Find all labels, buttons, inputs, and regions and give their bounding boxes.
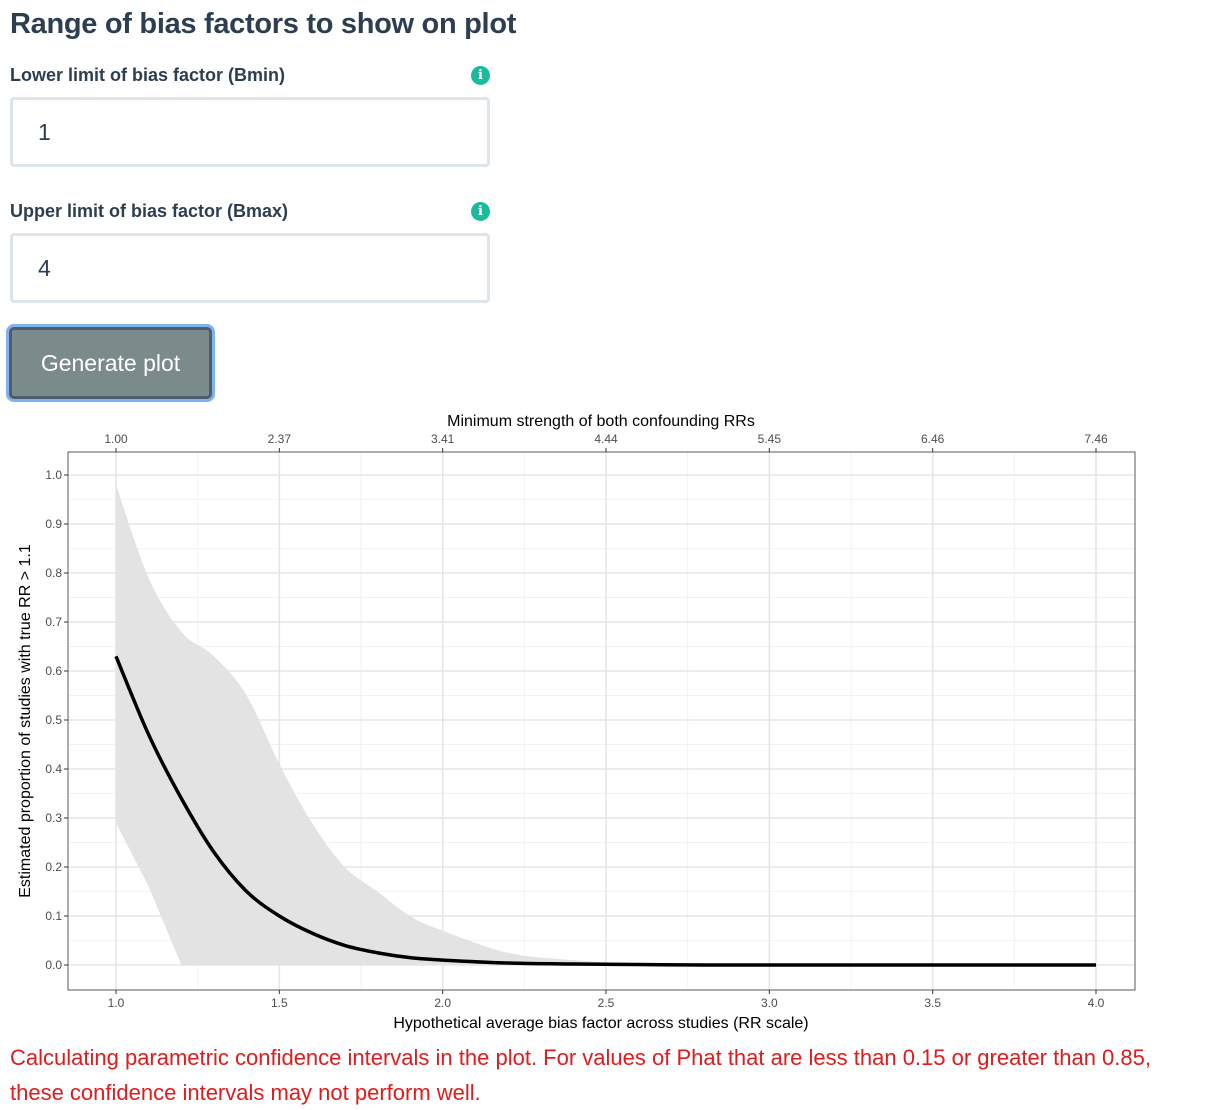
- confidence-band: [116, 484, 1096, 966]
- secondary-x-tick-label: 7.46: [1084, 432, 1108, 446]
- secondary-x-tick-label: 5.45: [758, 432, 782, 446]
- y-tick-label: 0.8: [45, 566, 62, 580]
- bmax-label: Upper limit of bias factor (Bmax): [10, 201, 289, 221]
- x-axis-title: Hypothetical average bias factor across …: [393, 1015, 808, 1032]
- ci-warning-message: Calculating parametric confidence interv…: [10, 1045, 1151, 1105]
- y-tick-label: 1.0: [45, 468, 62, 482]
- generate-plot-button[interactable]: Generate plot: [9, 327, 212, 399]
- x-tick-label: 3.5: [924, 996, 941, 1010]
- estimate-line: [114, 655, 1096, 967]
- info-icon[interactable]: i: [471, 202, 490, 221]
- secondary-x-tick-label: 6.46: [921, 432, 945, 446]
- y-tick-label: 0.1: [45, 909, 62, 923]
- y-tick-label: 0.2: [45, 860, 62, 874]
- x-tick-label: 1.5: [271, 996, 288, 1010]
- y-tick-label: 0.3: [45, 811, 62, 825]
- secondary-x-tick-label: 4.44: [594, 432, 618, 446]
- y-tick-label: 0.0: [45, 958, 62, 972]
- y-tick-label: 0.4: [45, 762, 62, 776]
- secondary-x-tick-label: 2.37: [268, 432, 292, 446]
- x-tick-label: 2.0: [434, 996, 451, 1010]
- info-icon[interactable]: i: [471, 66, 490, 85]
- x-tick-label: 2.5: [598, 996, 615, 1010]
- bmin-input[interactable]: [10, 97, 490, 167]
- bmax-input[interactable]: [10, 233, 490, 303]
- page-title: Range of bias factors to show on plot: [10, 8, 517, 40]
- secondary-x-tick-label: 3.41: [431, 432, 455, 446]
- bmin-label: Lower limit of bias factor (Bmin): [10, 65, 286, 85]
- axis-tick-labels: 1.0 1.00 1.5 2.37 2.0 3.41 2.5 4.44 3.0 5.45 3.5 6.…: [45, 432, 1108, 1010]
- y-tick-label: 0.9: [45, 517, 62, 531]
- plot-panel-border: [67, 451, 1136, 991]
- y-axis-title: Estimated proportion of studies with tru…: [17, 544, 34, 898]
- x-tick-label: 3.0: [761, 996, 778, 1010]
- axis-ticks: [64, 448, 1097, 994]
- x-tick-label: 1.0: [108, 996, 125, 1010]
- bias-factor-plot: 1.0 1.00 1.5 2.37 2.0 3.41 2.5 4.44 3.0 5.45 3.5 6.…: [17, 413, 1136, 1032]
- y-tick-label: 0.6: [45, 664, 62, 678]
- y-tick-label: 0.5: [45, 713, 62, 727]
- secondary-x-tick-label: 1.00: [104, 432, 128, 446]
- x-tick-label: 4.0: [1088, 996, 1105, 1010]
- y-tick-label: 0.7: [45, 615, 62, 629]
- secondary-x-axis-title: Minimum strength of both confounding RRs: [447, 413, 755, 430]
